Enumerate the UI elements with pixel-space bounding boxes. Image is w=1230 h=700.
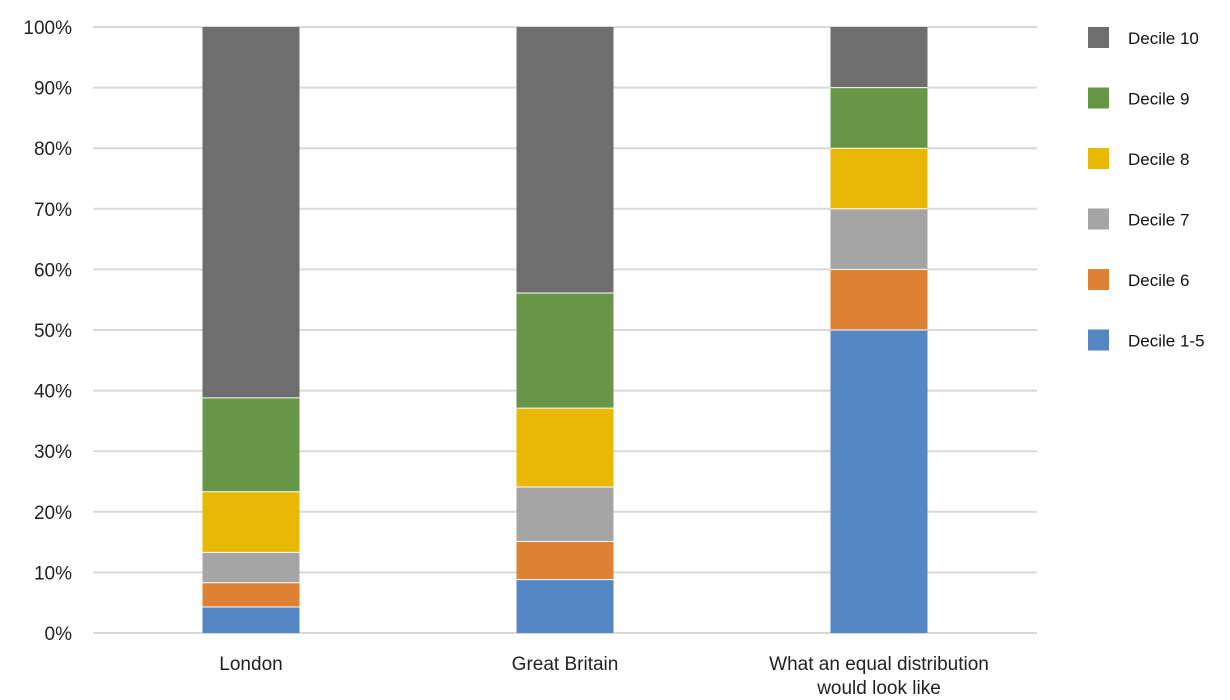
legend: Decile 10 Decile 9 Decile 8 Decile 7 Decile … bbox=[1088, 27, 1205, 351]
bar-segment bbox=[516, 293, 614, 409]
legend-label: Decile 6 bbox=[1128, 271, 1189, 290]
y-tick-label: 0% bbox=[45, 624, 73, 645]
bar-segment bbox=[516, 408, 614, 487]
y-tick-label: 70% bbox=[34, 200, 72, 221]
legend-item: Decile 1-5 bbox=[1088, 329, 1205, 351]
y-tick-label: 100% bbox=[23, 18, 72, 39]
bar-segment bbox=[830, 87, 928, 149]
x-category-label: would look like bbox=[816, 678, 941, 699]
bar-stack bbox=[202, 27, 300, 633]
legend-item: Decile 8 bbox=[1088, 148, 1189, 169]
x-category-label: Great Britain bbox=[512, 654, 619, 675]
bar-segment bbox=[516, 579, 614, 633]
legend-label: Decile 7 bbox=[1128, 211, 1189, 230]
bar-segment bbox=[202, 582, 300, 607]
x-axis: London Great Britain What an equal distrib… bbox=[219, 654, 989, 699]
x-category-label: What an equal distribution bbox=[769, 654, 989, 675]
bar-segment bbox=[202, 397, 300, 492]
legend-swatch bbox=[1088, 87, 1109, 109]
legend-item: Decile 6 bbox=[1088, 269, 1189, 290]
bar-segment bbox=[202, 552, 300, 583]
bar-segment bbox=[830, 208, 928, 270]
legend-item: Decile 9 bbox=[1088, 87, 1189, 109]
legend-swatch bbox=[1088, 208, 1109, 230]
bar-segment bbox=[830, 27, 928, 88]
bar-segment bbox=[516, 541, 614, 580]
bar-stack bbox=[830, 27, 928, 633]
bar-segment bbox=[516, 27, 614, 294]
legend-label: Decile 1-5 bbox=[1128, 332, 1205, 351]
bar-segment bbox=[202, 606, 300, 633]
legend-item: Decile 10 bbox=[1088, 27, 1199, 48]
y-tick-label: 10% bbox=[34, 563, 72, 584]
y-tick-label: 40% bbox=[34, 382, 72, 403]
y-tick-label: 90% bbox=[34, 79, 72, 100]
legend-swatch bbox=[1088, 148, 1109, 169]
y-axis: 0% 10% 20% 30% 40% 50% 60% 70% 80% 90% 100% bbox=[23, 18, 72, 645]
y-tick-label: 30% bbox=[34, 442, 72, 463]
y-tick-label: 60% bbox=[34, 260, 72, 281]
legend-label: Decile 9 bbox=[1128, 90, 1189, 109]
bar-stack bbox=[516, 27, 614, 633]
bar-segment bbox=[830, 148, 928, 209]
legend-swatch bbox=[1088, 27, 1109, 48]
legend-label: Decile 10 bbox=[1128, 29, 1199, 48]
y-tick-label: 80% bbox=[34, 139, 72, 160]
legend-item: Decile 7 bbox=[1088, 208, 1189, 230]
bars bbox=[202, 27, 928, 633]
bar-segment bbox=[202, 27, 300, 398]
legend-swatch bbox=[1088, 269, 1109, 290]
bar-segment bbox=[830, 269, 928, 330]
bar-segment bbox=[516, 486, 614, 542]
y-tick-label: 50% bbox=[34, 321, 72, 342]
y-tick-label: 20% bbox=[34, 503, 72, 524]
bar-segment bbox=[830, 330, 928, 633]
x-category-label: London bbox=[219, 654, 282, 675]
legend-swatch bbox=[1088, 329, 1109, 351]
bar-segment bbox=[202, 491, 300, 553]
legend-label: Decile 8 bbox=[1128, 150, 1189, 169]
